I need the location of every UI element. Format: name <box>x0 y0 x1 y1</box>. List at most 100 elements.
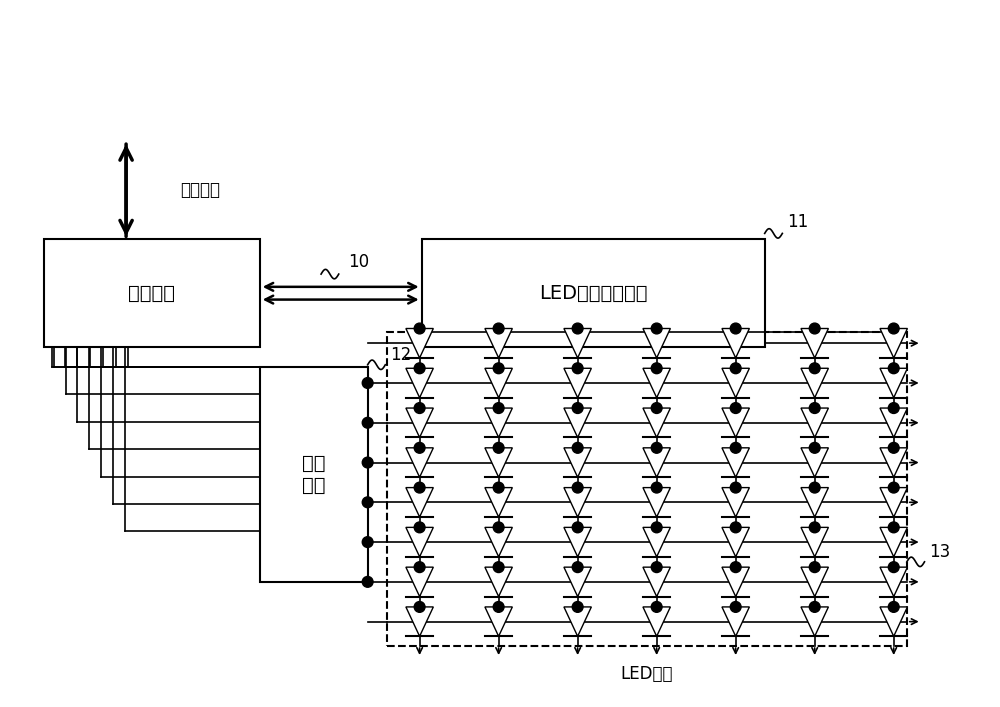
Polygon shape <box>722 607 749 636</box>
Circle shape <box>888 323 899 334</box>
Circle shape <box>414 562 425 573</box>
Polygon shape <box>485 607 512 636</box>
Polygon shape <box>722 527 749 557</box>
Text: 13: 13 <box>929 543 951 561</box>
Polygon shape <box>722 368 749 397</box>
Polygon shape <box>801 368 828 397</box>
Circle shape <box>888 602 899 612</box>
Polygon shape <box>801 527 828 557</box>
Polygon shape <box>801 329 828 358</box>
Circle shape <box>362 457 373 468</box>
Text: 外部接口: 外部接口 <box>180 181 220 199</box>
Circle shape <box>651 522 662 533</box>
Polygon shape <box>880 368 907 397</box>
Circle shape <box>888 403 899 414</box>
Polygon shape <box>564 329 591 358</box>
Circle shape <box>651 323 662 334</box>
Circle shape <box>572 562 583 573</box>
Polygon shape <box>880 488 907 517</box>
Circle shape <box>572 323 583 334</box>
Polygon shape <box>485 329 512 358</box>
Circle shape <box>730 522 741 533</box>
Polygon shape <box>406 329 433 358</box>
Circle shape <box>809 443 820 453</box>
Polygon shape <box>880 567 907 597</box>
Circle shape <box>362 497 373 508</box>
Polygon shape <box>801 448 828 477</box>
Text: LED恒流驱动模块: LED恒流驱动模块 <box>539 284 647 303</box>
Polygon shape <box>406 607 433 636</box>
Circle shape <box>493 602 504 612</box>
Circle shape <box>809 363 820 374</box>
Circle shape <box>888 363 899 374</box>
Polygon shape <box>406 488 433 517</box>
Polygon shape <box>564 607 591 636</box>
Circle shape <box>730 323 741 334</box>
Text: 主控模块: 主控模块 <box>128 284 175 303</box>
Circle shape <box>493 363 504 374</box>
Polygon shape <box>564 567 591 597</box>
Polygon shape <box>643 488 670 517</box>
Polygon shape <box>801 408 828 438</box>
Polygon shape <box>485 567 512 597</box>
Circle shape <box>730 403 741 414</box>
Bar <box>260 367 368 583</box>
Circle shape <box>572 602 583 612</box>
Circle shape <box>730 363 741 374</box>
Polygon shape <box>722 448 749 477</box>
Circle shape <box>414 602 425 612</box>
Polygon shape <box>722 488 749 517</box>
Circle shape <box>651 443 662 453</box>
Circle shape <box>493 522 504 533</box>
Bar <box>387 332 907 646</box>
Circle shape <box>651 403 662 414</box>
Circle shape <box>888 562 899 573</box>
Polygon shape <box>801 567 828 597</box>
Polygon shape <box>643 527 670 557</box>
Circle shape <box>362 576 373 588</box>
Circle shape <box>362 537 373 547</box>
Polygon shape <box>564 408 591 438</box>
Circle shape <box>572 482 583 493</box>
Polygon shape <box>643 329 670 358</box>
Circle shape <box>809 482 820 493</box>
Circle shape <box>414 363 425 374</box>
Polygon shape <box>722 408 749 438</box>
Circle shape <box>493 443 504 453</box>
Bar <box>422 239 765 347</box>
Circle shape <box>730 602 741 612</box>
Circle shape <box>809 522 820 533</box>
Polygon shape <box>880 448 907 477</box>
Circle shape <box>414 323 425 334</box>
Polygon shape <box>485 488 512 517</box>
Text: 11: 11 <box>787 213 808 230</box>
Circle shape <box>888 443 899 453</box>
Polygon shape <box>643 368 670 397</box>
Polygon shape <box>564 488 591 517</box>
Circle shape <box>414 522 425 533</box>
Circle shape <box>362 417 373 428</box>
Circle shape <box>651 602 662 612</box>
Circle shape <box>809 602 820 612</box>
Circle shape <box>414 443 425 453</box>
Polygon shape <box>643 408 670 438</box>
Circle shape <box>362 378 373 388</box>
Circle shape <box>493 562 504 573</box>
Text: 开关
模块: 开关 模块 <box>302 454 325 495</box>
Polygon shape <box>406 408 433 438</box>
Circle shape <box>888 482 899 493</box>
Polygon shape <box>485 527 512 557</box>
Circle shape <box>493 482 504 493</box>
Polygon shape <box>880 527 907 557</box>
Polygon shape <box>722 567 749 597</box>
Circle shape <box>730 443 741 453</box>
Circle shape <box>493 323 504 334</box>
Circle shape <box>809 562 820 573</box>
Circle shape <box>809 403 820 414</box>
Circle shape <box>572 443 583 453</box>
Circle shape <box>730 562 741 573</box>
Polygon shape <box>406 448 433 477</box>
Circle shape <box>572 522 583 533</box>
Polygon shape <box>801 488 828 517</box>
Circle shape <box>651 363 662 374</box>
